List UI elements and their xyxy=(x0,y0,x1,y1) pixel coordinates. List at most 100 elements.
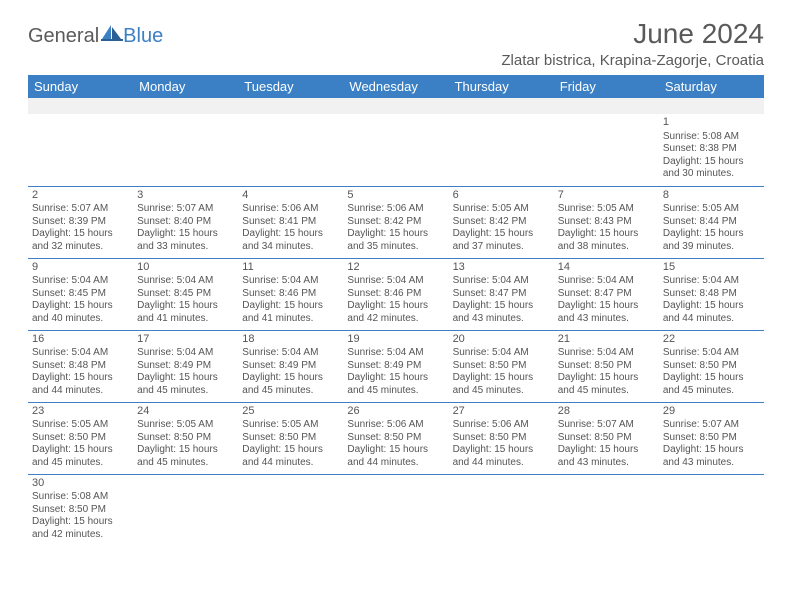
sunrise-line: Sunrise: 5:04 AM xyxy=(137,275,234,288)
daylight-line: Daylight: 15 hours and 44 minutes. xyxy=(663,300,760,325)
sunset-line: Sunset: 8:50 PM xyxy=(663,432,760,445)
day-cell: 5Sunrise: 5:06 AMSunset: 8:42 PMDaylight… xyxy=(343,186,448,258)
day-number: 3 xyxy=(137,189,234,203)
sunset-line: Sunset: 8:44 PM xyxy=(663,216,760,229)
daylight-line: Daylight: 15 hours and 45 minutes. xyxy=(242,372,339,397)
day-cell: 6Sunrise: 5:05 AMSunset: 8:42 PMDaylight… xyxy=(449,186,554,258)
sunset-line: Sunset: 8:50 PM xyxy=(347,432,444,445)
daylight-line: Daylight: 15 hours and 39 minutes. xyxy=(663,228,760,253)
day-cell: 4Sunrise: 5:06 AMSunset: 8:41 PMDaylight… xyxy=(238,186,343,258)
week-row: 1Sunrise: 5:08 AMSunset: 8:38 PMDaylight… xyxy=(28,114,764,186)
day-cell: 15Sunrise: 5:04 AMSunset: 8:48 PMDayligh… xyxy=(659,258,764,330)
day-cell: 16Sunrise: 5:04 AMSunset: 8:48 PMDayligh… xyxy=(28,330,133,402)
blank-cell xyxy=(28,98,764,114)
sunset-line: Sunset: 8:45 PM xyxy=(137,288,234,301)
day-cell: 9Sunrise: 5:04 AMSunset: 8:45 PMDaylight… xyxy=(28,258,133,330)
day-number: 25 xyxy=(242,405,339,419)
day-number: 30 xyxy=(32,477,129,491)
day-cell: 26Sunrise: 5:06 AMSunset: 8:50 PMDayligh… xyxy=(343,402,448,474)
sunrise-line: Sunrise: 5:04 AM xyxy=(242,275,339,288)
col-saturday: Saturday xyxy=(659,75,764,98)
sunset-line: Sunset: 8:50 PM xyxy=(663,360,760,373)
day-cell: 12Sunrise: 5:04 AMSunset: 8:46 PMDayligh… xyxy=(343,258,448,330)
day-cell: 11Sunrise: 5:04 AMSunset: 8:46 PMDayligh… xyxy=(238,258,343,330)
week-row: 9Sunrise: 5:04 AMSunset: 8:45 PMDaylight… xyxy=(28,258,764,330)
sunset-line: Sunset: 8:48 PM xyxy=(32,360,129,373)
day-number: 22 xyxy=(663,333,760,347)
daylight-line: Daylight: 15 hours and 33 minutes. xyxy=(137,228,234,253)
col-thursday: Thursday xyxy=(449,75,554,98)
day-number: 26 xyxy=(347,405,444,419)
sunrise-line: Sunrise: 5:04 AM xyxy=(137,347,234,360)
daylight-line: Daylight: 15 hours and 40 minutes. xyxy=(32,300,129,325)
day-number: 1 xyxy=(663,116,760,130)
sunrise-line: Sunrise: 5:05 AM xyxy=(558,203,655,216)
sunset-line: Sunset: 8:50 PM xyxy=(558,432,655,445)
sail-icon xyxy=(101,24,123,48)
day-cell: 17Sunrise: 5:04 AMSunset: 8:49 PMDayligh… xyxy=(133,330,238,402)
col-monday: Monday xyxy=(133,75,238,98)
sunrise-line: Sunrise: 5:04 AM xyxy=(558,347,655,360)
day-number: 9 xyxy=(32,261,129,275)
day-number: 16 xyxy=(32,333,129,347)
sunset-line: Sunset: 8:39 PM xyxy=(32,216,129,229)
title-block: June 2024 Zlatar bistrica, Krapina-Zagor… xyxy=(501,18,764,69)
day-cell: 7Sunrise: 5:05 AMSunset: 8:43 PMDaylight… xyxy=(554,186,659,258)
day-number: 11 xyxy=(242,261,339,275)
sunrise-line: Sunrise: 5:05 AM xyxy=(137,419,234,432)
sunrise-line: Sunrise: 5:07 AM xyxy=(137,203,234,216)
day-number: 24 xyxy=(137,405,234,419)
empty-cell xyxy=(238,474,343,546)
day-cell: 3Sunrise: 5:07 AMSunset: 8:40 PMDaylight… xyxy=(133,186,238,258)
sunrise-line: Sunrise: 5:04 AM xyxy=(347,347,444,360)
sunrise-line: Sunrise: 5:04 AM xyxy=(242,347,339,360)
daylight-line: Daylight: 15 hours and 45 minutes. xyxy=(558,372,655,397)
sunrise-line: Sunrise: 5:04 AM xyxy=(453,347,550,360)
day-cell: 24Sunrise: 5:05 AMSunset: 8:50 PMDayligh… xyxy=(133,402,238,474)
sunset-line: Sunset: 8:42 PM xyxy=(453,216,550,229)
daylight-line: Daylight: 15 hours and 34 minutes. xyxy=(242,228,339,253)
sunset-line: Sunset: 8:43 PM xyxy=(558,216,655,229)
day-number: 28 xyxy=(558,405,655,419)
empty-cell xyxy=(343,474,448,546)
day-cell: 30Sunrise: 5:08 AMSunset: 8:50 PMDayligh… xyxy=(28,474,133,546)
day-cell: 23Sunrise: 5:05 AMSunset: 8:50 PMDayligh… xyxy=(28,402,133,474)
day-cell: 25Sunrise: 5:05 AMSunset: 8:50 PMDayligh… xyxy=(238,402,343,474)
sunrise-line: Sunrise: 5:04 AM xyxy=(32,347,129,360)
sunset-line: Sunset: 8:50 PM xyxy=(453,360,550,373)
day-number: 29 xyxy=(663,405,760,419)
day-number: 15 xyxy=(663,261,760,275)
daylight-line: Daylight: 15 hours and 44 minutes. xyxy=(32,372,129,397)
sunrise-line: Sunrise: 5:05 AM xyxy=(32,419,129,432)
day-cell: 18Sunrise: 5:04 AMSunset: 8:49 PMDayligh… xyxy=(238,330,343,402)
empty-cell xyxy=(28,114,133,186)
daylight-line: Daylight: 15 hours and 44 minutes. xyxy=(242,444,339,469)
week-row: 30Sunrise: 5:08 AMSunset: 8:50 PMDayligh… xyxy=(28,474,764,546)
day-number: 2 xyxy=(32,189,129,203)
day-cell: 13Sunrise: 5:04 AMSunset: 8:47 PMDayligh… xyxy=(449,258,554,330)
logo-word2: Blue xyxy=(123,25,163,48)
daylight-line: Daylight: 15 hours and 43 minutes. xyxy=(558,300,655,325)
sunrise-line: Sunrise: 5:06 AM xyxy=(347,203,444,216)
day-number: 27 xyxy=(453,405,550,419)
sunrise-line: Sunrise: 5:04 AM xyxy=(453,275,550,288)
sunrise-line: Sunrise: 5:04 AM xyxy=(663,347,760,360)
week-row: 2 Sunrise: 5:07 AM Sunset: 8:39 PM Daylight… xyxy=(28,186,764,258)
sunrise-line: Sunrise: 5:06 AM xyxy=(347,419,444,432)
daylight-line: Daylight: 15 hours and 35 minutes. xyxy=(347,228,444,253)
col-sunday: Sunday xyxy=(28,75,133,98)
empty-cell xyxy=(133,114,238,186)
sunrise-line: Sunrise: 5:08 AM xyxy=(663,131,760,144)
day-cell: 14Sunrise: 5:04 AMSunset: 8:47 PMDayligh… xyxy=(554,258,659,330)
sunset-line: Sunset: 8:50 PM xyxy=(137,432,234,445)
day-number: 4 xyxy=(242,189,339,203)
sunset-line: Sunset: 8:49 PM xyxy=(137,360,234,373)
day-number: 12 xyxy=(347,261,444,275)
sunset-line: Sunset: 8:50 PM xyxy=(558,360,655,373)
sunrise-line: Sunrise: 5:04 AM xyxy=(347,275,444,288)
empty-cell xyxy=(133,474,238,546)
blank-row xyxy=(28,98,764,114)
sunrise-line: Sunrise: 5:06 AM xyxy=(242,203,339,216)
sunset-line: Sunset: 8:45 PM xyxy=(32,288,129,301)
day-cell: 19Sunrise: 5:04 AMSunset: 8:49 PMDayligh… xyxy=(343,330,448,402)
